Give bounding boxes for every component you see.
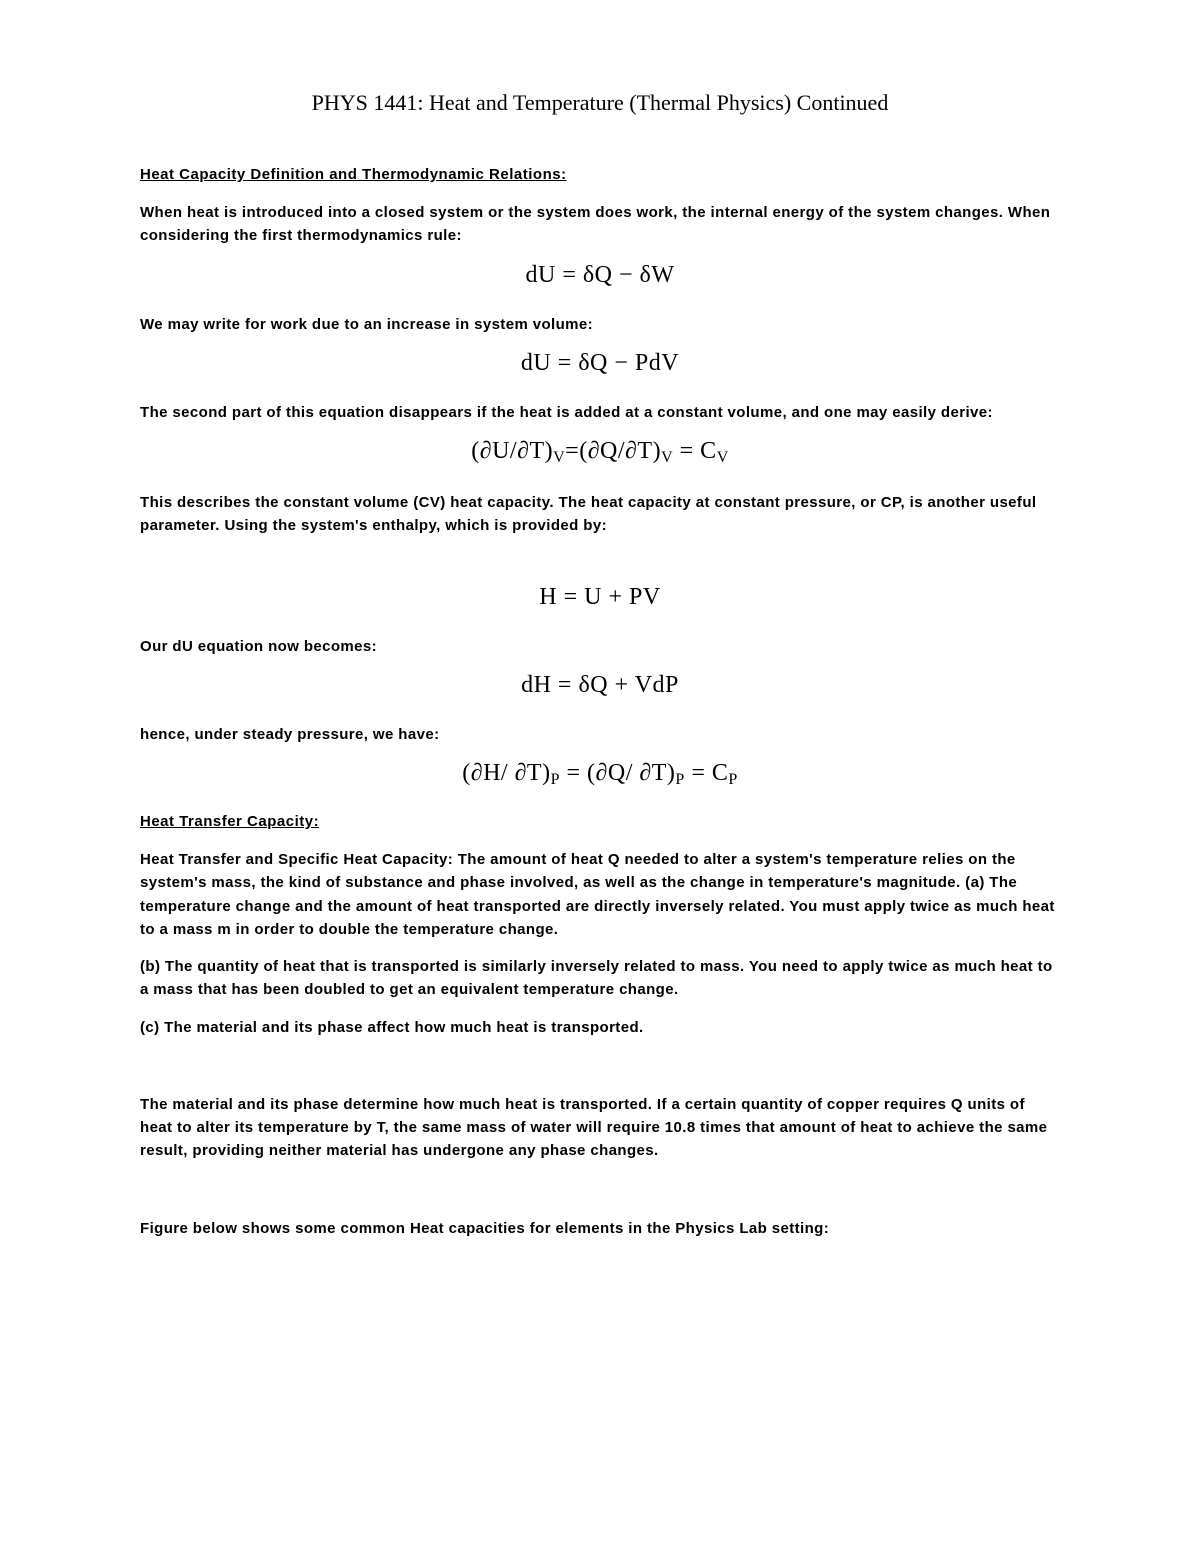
page-title: PHYS 1441: Heat and Temperature (Thermal… bbox=[140, 90, 1060, 116]
paragraph-transfer-b: (b) The quantity of heat that is transpo… bbox=[140, 955, 1060, 1002]
eq-cv-part-c: = C bbox=[673, 438, 717, 464]
paragraph-constant-volume: The second part of this equation disappe… bbox=[140, 401, 1060, 424]
section-heading-heat-transfer: Heat Transfer Capacity: bbox=[140, 813, 1060, 830]
eq-cv-sub-3: V bbox=[717, 449, 729, 466]
equation-dh: dH = δQ + VdP bbox=[140, 672, 1060, 699]
equation-cv: (∂U/∂T)V=(∂Q/∂T)V = CV bbox=[140, 438, 1060, 467]
eq-cp-part-b: = (∂Q/ ∂T) bbox=[560, 760, 675, 786]
equation-enthalpy: H = U + PV bbox=[140, 584, 1060, 611]
eq-cv-part-a: (∂U/∂T) bbox=[471, 438, 553, 464]
eq-cp-sub-2: P bbox=[675, 771, 684, 788]
paragraph-work-volume: We may write for work due to an increase… bbox=[140, 313, 1060, 336]
paragraph-material-phase: The material and its phase determine how… bbox=[140, 1093, 1060, 1163]
eq-cp-part-c: = C bbox=[685, 760, 729, 786]
paragraph-transfer-c: (c) The material and its phase affect ho… bbox=[140, 1016, 1060, 1039]
eq-cv-sub-2: V bbox=[661, 449, 673, 466]
paragraph-intro-1: When heat is introduced into a closed sy… bbox=[140, 201, 1060, 248]
paragraph-figure-intro: Figure below shows some common Heat capa… bbox=[140, 1217, 1060, 1240]
equation-first-law: dU = δQ − δW bbox=[140, 262, 1060, 289]
section-heading-heat-capacity: Heat Capacity Definition and Thermodynam… bbox=[140, 166, 1060, 183]
eq-cv-part-b: =(∂Q/∂T) bbox=[565, 438, 661, 464]
paragraph-du-becomes: Our dU equation now becomes: bbox=[140, 635, 1060, 658]
paragraph-steady-pressure: hence, under steady pressure, we have: bbox=[140, 723, 1060, 746]
eq-cp-sub-1: P bbox=[551, 771, 560, 788]
paragraph-transfer-1: Heat Transfer and Specific Heat Capacity… bbox=[140, 848, 1060, 941]
equation-cp: (∂H/ ∂T)P = (∂Q/ ∂T)P = CP bbox=[140, 760, 1060, 789]
equation-du-pdv: dU = δQ − PdV bbox=[140, 350, 1060, 377]
eq-cp-sub-3: P bbox=[728, 771, 737, 788]
eq-cp-part-a: (∂H/ ∂T) bbox=[462, 760, 550, 786]
paragraph-cp-intro: This describes the constant volume (CV) … bbox=[140, 491, 1060, 538]
eq-cv-sub-1: V bbox=[553, 449, 565, 466]
